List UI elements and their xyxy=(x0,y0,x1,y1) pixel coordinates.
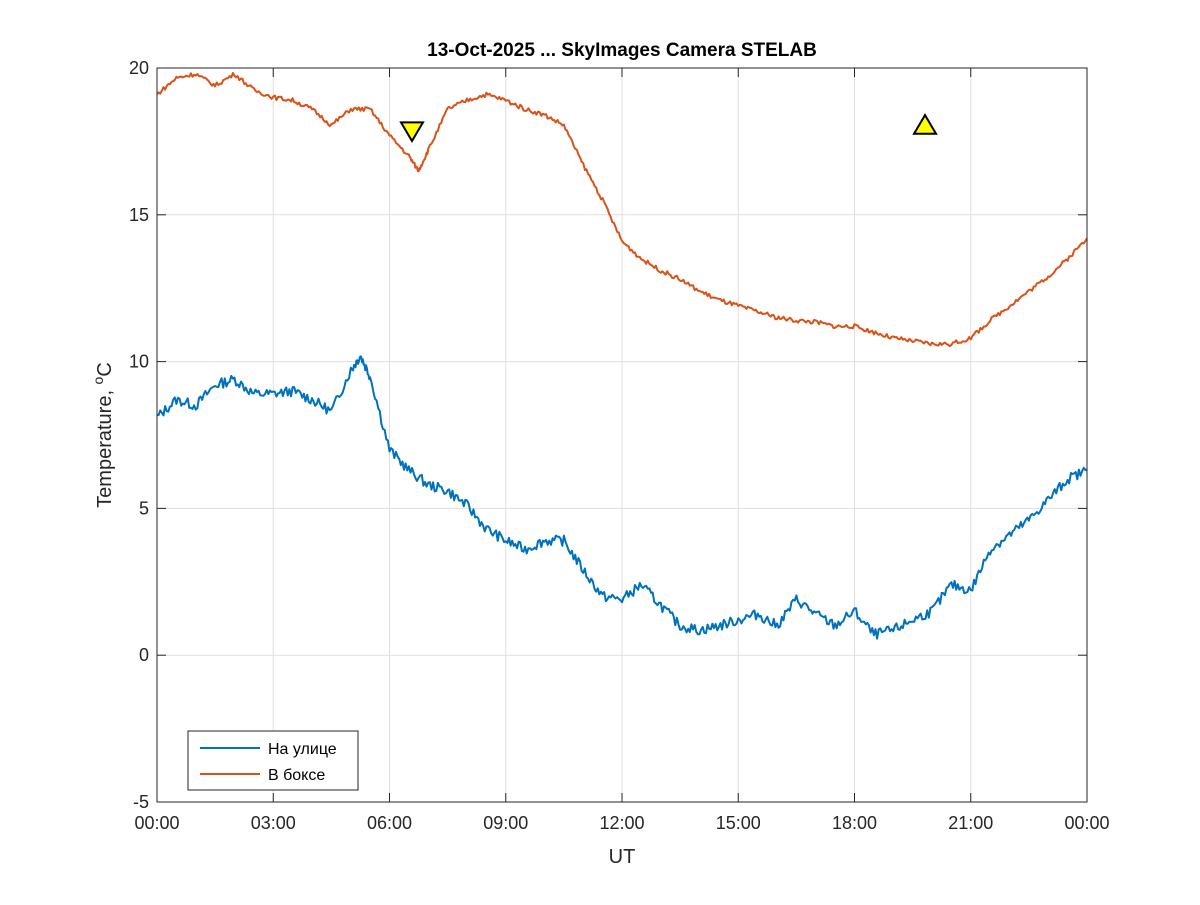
series-line-0 xyxy=(156,355,1088,640)
legend: На улице В боксе xyxy=(187,730,359,791)
legend-box xyxy=(187,730,359,791)
x-tick-label: 06:00 xyxy=(367,813,412,833)
x-tick-label: 09:00 xyxy=(483,813,528,833)
x-tick-label: 21:00 xyxy=(948,813,993,833)
x-tick-label: 18:00 xyxy=(832,813,877,833)
series-lines xyxy=(156,72,1088,640)
legend-label-outside: На улице xyxy=(268,741,337,758)
triangle-down-marker xyxy=(399,121,425,143)
series-line-1 xyxy=(156,72,1088,348)
x-axis-label: UT xyxy=(609,846,636,868)
x-tick-label: 03:00 xyxy=(251,813,296,833)
y-tick-label: 5 xyxy=(139,498,149,518)
x-tick-label: 15:00 xyxy=(716,813,761,833)
axis-ticks: 00:00 03:00 06:00 09:00 12:00 15:00 18:00 21:00… xyxy=(129,58,1110,833)
x-tick-label: 00:00 xyxy=(134,813,179,833)
y-tick-label: 20 xyxy=(129,58,149,78)
triangle-up-marker xyxy=(912,113,938,135)
y-tick-label: 0 xyxy=(139,645,149,665)
x-tick-label: 00:00 xyxy=(1064,813,1109,833)
x-tick-label: 12:00 xyxy=(599,813,644,833)
y-tick-label: 10 xyxy=(129,352,149,372)
event-markers xyxy=(399,113,938,143)
y-axis-label: Temperature, oC xyxy=(90,362,116,508)
grid-lines xyxy=(156,67,1088,803)
legend-label-box: В боксе xyxy=(268,767,325,784)
chart-title: 13-Oct-2025 ... SkyImages Camera STELAB xyxy=(427,40,817,61)
y-tick-label: -5 xyxy=(133,792,149,812)
y-tick-label: 15 xyxy=(129,205,149,225)
